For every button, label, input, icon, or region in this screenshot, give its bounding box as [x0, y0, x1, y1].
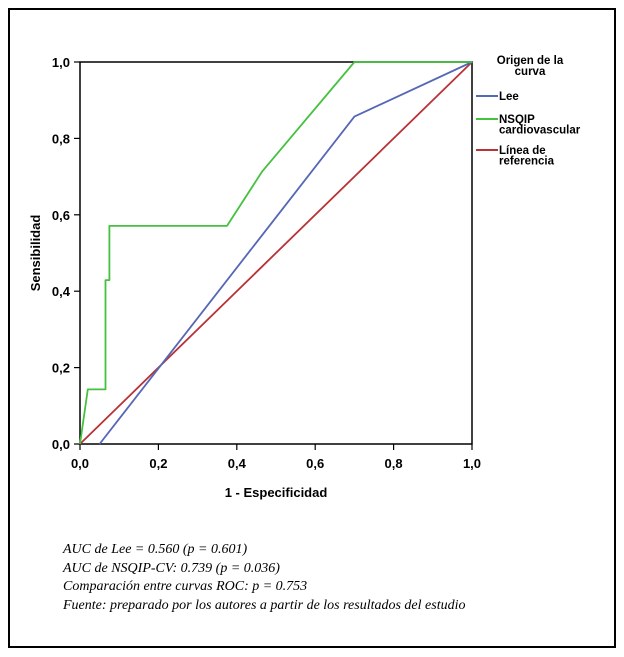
y-tick-label: 0,4 — [52, 284, 71, 299]
y-tick-label: 0,0 — [52, 437, 70, 452]
x-tick-label: 0,6 — [306, 456, 324, 471]
series-line-lee — [98, 61, 473, 445]
y-axis-title: Sensibilidad — [28, 215, 43, 292]
legend-entry-label: Lee — [499, 91, 519, 103]
y-tick-label: 1,0 — [52, 55, 70, 70]
x-tick-label: 0,2 — [149, 456, 167, 471]
y-tick-label: 0,2 — [52, 361, 70, 376]
legend-entry-label: referencia — [499, 156, 555, 168]
x-tick-label: 1,0 — [463, 456, 481, 471]
y-tick-label: 0,6 — [52, 208, 70, 223]
series-line-nsqip-cardiovascular — [79, 61, 472, 445]
figure-frame — [8, 8, 616, 648]
legend-entry-label: cardiovascular — [499, 125, 581, 137]
legend-title-line: Origen de la — [497, 55, 564, 67]
note-source: Fuente: preparado por los autores a part… — [63, 597, 466, 613]
x-tick-label: 0,8 — [385, 456, 403, 471]
note-auc-nsqip: AUC de NSQIP-CV: 0.739 (p = 0.036) — [63, 560, 280, 576]
note-roc-comparison: Comparación entre curvas ROC: p = 0.753 — [63, 579, 308, 594]
y-tick-label: 0,8 — [52, 131, 70, 146]
x-axis-title: 1 - Especificidad — [225, 485, 328, 500]
legend-title-line: curva — [515, 66, 546, 78]
legend-entry-label: Línea de — [499, 145, 546, 157]
x-tick-label: 0,0 — [71, 456, 89, 471]
legend-entry-label: NSQIP — [499, 114, 535, 126]
note-auc-lee: AUC de Lee = 0.560 (p = 0.601) — [63, 542, 248, 557]
plot-area-border — [79, 61, 473, 445]
x-tick-label: 0,4 — [228, 456, 247, 471]
series-line-l-nea-de-referencia — [79, 61, 473, 445]
figure-notes: AUC de Lee = 0.560 (p = 0.601) AUC de NS… — [63, 541, 465, 615]
